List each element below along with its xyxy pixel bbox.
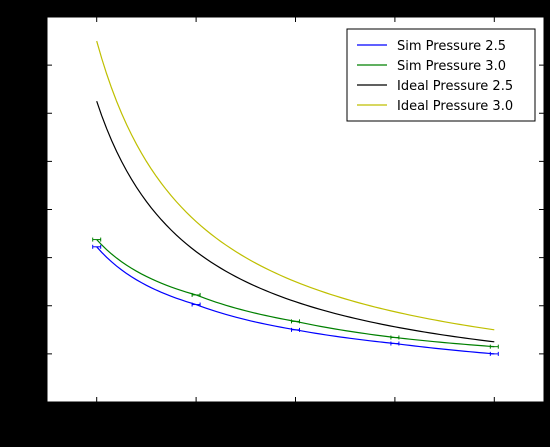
x-tick-label: 6 — [292, 408, 299, 421]
y-tick-label: 1.0 — [25, 155, 43, 168]
error-bar-point — [291, 327, 300, 332]
error-bar-point — [92, 237, 102, 242]
x-tick-label: 4 — [193, 408, 200, 421]
error-bar-point — [291, 319, 300, 324]
y-tick-label: 0.2 — [25, 348, 43, 361]
x-tick-label: 2 — [93, 408, 100, 421]
y-tick-label: 0.4 — [25, 300, 43, 313]
legend-box — [346, 28, 536, 122]
y-tick-label: 0.8 — [25, 204, 43, 217]
y-tick-label: 1.4 — [25, 59, 43, 72]
y-tick-label: 0.0 — [25, 396, 43, 409]
tick-group: 2 4 6 8 10 0.0 0.2 0.4 0.6 0.8 1.0 1.2 1.4 1.6 — [25, 11, 544, 421]
error-bar-point — [489, 351, 499, 356]
error-bar-point — [191, 292, 201, 297]
error-bar-point — [92, 244, 102, 249]
y-tick-label: 1.2 — [25, 107, 43, 120]
series-layer — [92, 40, 499, 356]
series-line-ideal-pressure-3-0 — [96, 40, 495, 331]
error-bar-point — [390, 341, 400, 346]
y-tick-label: 1.6 — [25, 11, 43, 24]
legend-label: Ideal Pressure 2.5 — [397, 79, 513, 94]
legend-label: Ideal Pressure 3.0 — [397, 99, 513, 114]
error-bar-point — [489, 344, 499, 349]
y-tick-label: 0.6 — [25, 252, 43, 265]
x-axis-label: Temperature — [256, 426, 333, 440]
legend: Sim Pressure 2.5 Sim Pressure 3.0 Ideal Pr… — [346, 28, 536, 122]
series-line-ideal-pressure-2-5 — [96, 101, 495, 343]
legend-label: Sim Pressure 2.5 — [397, 39, 506, 54]
x-tick-label: 10 — [487, 408, 501, 421]
error-bar-point — [191, 302, 201, 307]
y-axis-label: Number Density — [7, 161, 21, 259]
x-tick-label: 8 — [391, 408, 398, 421]
legend-label: Sim Pressure 3.0 — [397, 59, 506, 74]
error-bar-point — [390, 335, 400, 340]
